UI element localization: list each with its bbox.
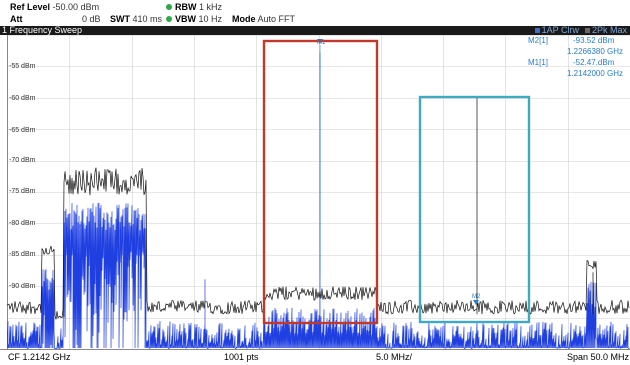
- vbw-label[interactable]: VBW: [175, 14, 196, 24]
- m1-readout-level: -52.47.dBm: [573, 58, 615, 67]
- swt-value[interactable]: 410 ms: [132, 14, 163, 24]
- att-label[interactable]: Att: [10, 14, 23, 24]
- ref-level-label[interactable]: Ref Level: [10, 2, 51, 12]
- cyan-highlight-box: [418, 95, 531, 324]
- m2-readout-freq: 1.2266380 GHz: [567, 47, 624, 56]
- trace-clrw: [7, 52, 630, 349]
- m2-trace-label: M2: [472, 294, 481, 300]
- y-tick-label: -60 dBm: [9, 95, 36, 102]
- center-frequency[interactable]: CF 1.2142 GHz: [8, 352, 71, 362]
- m1-readout-freq: 1.2142000 GHz: [567, 69, 624, 78]
- window-title: 1 Frequency Sweep: [2, 25, 83, 35]
- red-highlight-box: [262, 39, 379, 325]
- mode-value[interactable]: Auto FFT: [257, 14, 296, 24]
- trace-info-2: 2Pk Max: [591, 25, 627, 35]
- sweep-points[interactable]: 1001 pts: [224, 352, 259, 362]
- y-tick-label: -55 dBm: [9, 63, 36, 70]
- rbw-value[interactable]: 1 kHz: [199, 2, 223, 12]
- swt-label[interactable]: SWT: [110, 14, 130, 24]
- y-tick-label: -75 dBm: [9, 188, 36, 195]
- rbw-label[interactable]: RBW: [175, 2, 197, 12]
- m2-readout-label[interactable]: M2[1]: [528, 36, 549, 45]
- m1-readout-label[interactable]: M1[1]: [528, 58, 549, 67]
- spectrum-plot-svg: [7, 35, 630, 349]
- footer-bar: CF 1.2142 GHz 1001 pts 5.0 MHz/ Span 50.…: [0, 349, 630, 365]
- ref-level-value[interactable]: -50.00 dBm: [52, 2, 100, 12]
- trace-2-color-icon: [584, 28, 590, 33]
- window-title-bar[interactable]: 1 Frequency Sweep 1AP Clrw 2Pk Max: [0, 25, 630, 35]
- frequency-span[interactable]: Span 50.0 MHz: [567, 352, 630, 362]
- y-tick-label: -80 dBm: [9, 220, 36, 227]
- att-value[interactable]: 0 dB: [82, 14, 101, 24]
- vbw-value[interactable]: 10 Hz: [198, 14, 223, 24]
- rbw-indicator-icon: [166, 4, 172, 10]
- spectrum-plot[interactable]: -55 dBm -60 dBm -65 dBm -70 dBm -75 dBm …: [7, 35, 630, 349]
- y-tick-label: -65 dBm: [9, 127, 36, 134]
- vbw-indicator-icon: [166, 16, 172, 22]
- trace-info-1: 1AP Clrw: [541, 25, 579, 35]
- trace-info: 1AP Clrw 2Pk Max: [534, 25, 627, 35]
- y-tick-label: -90 dBm: [9, 283, 36, 290]
- trace-1-color-icon: [534, 28, 540, 33]
- frequency-per-division: 5.0 MHz/: [376, 352, 413, 362]
- plot-grid: [7, 35, 630, 349]
- trace-max-hold: [7, 97, 630, 320]
- y-tick-label: -85 dBm: [9, 251, 36, 258]
- m2-marker-triangle-icon: [473, 300, 479, 305]
- y-tick-label: -70 dBm: [9, 157, 36, 164]
- m2-readout-level: -93.52 dBm: [573, 36, 615, 45]
- m1-trace-label: M1: [317, 40, 326, 46]
- mode-label[interactable]: Mode: [232, 14, 256, 24]
- settings-header: Ref Level -50.00 dBm Att 0 dB SWT 410 ms…: [0, 0, 630, 26]
